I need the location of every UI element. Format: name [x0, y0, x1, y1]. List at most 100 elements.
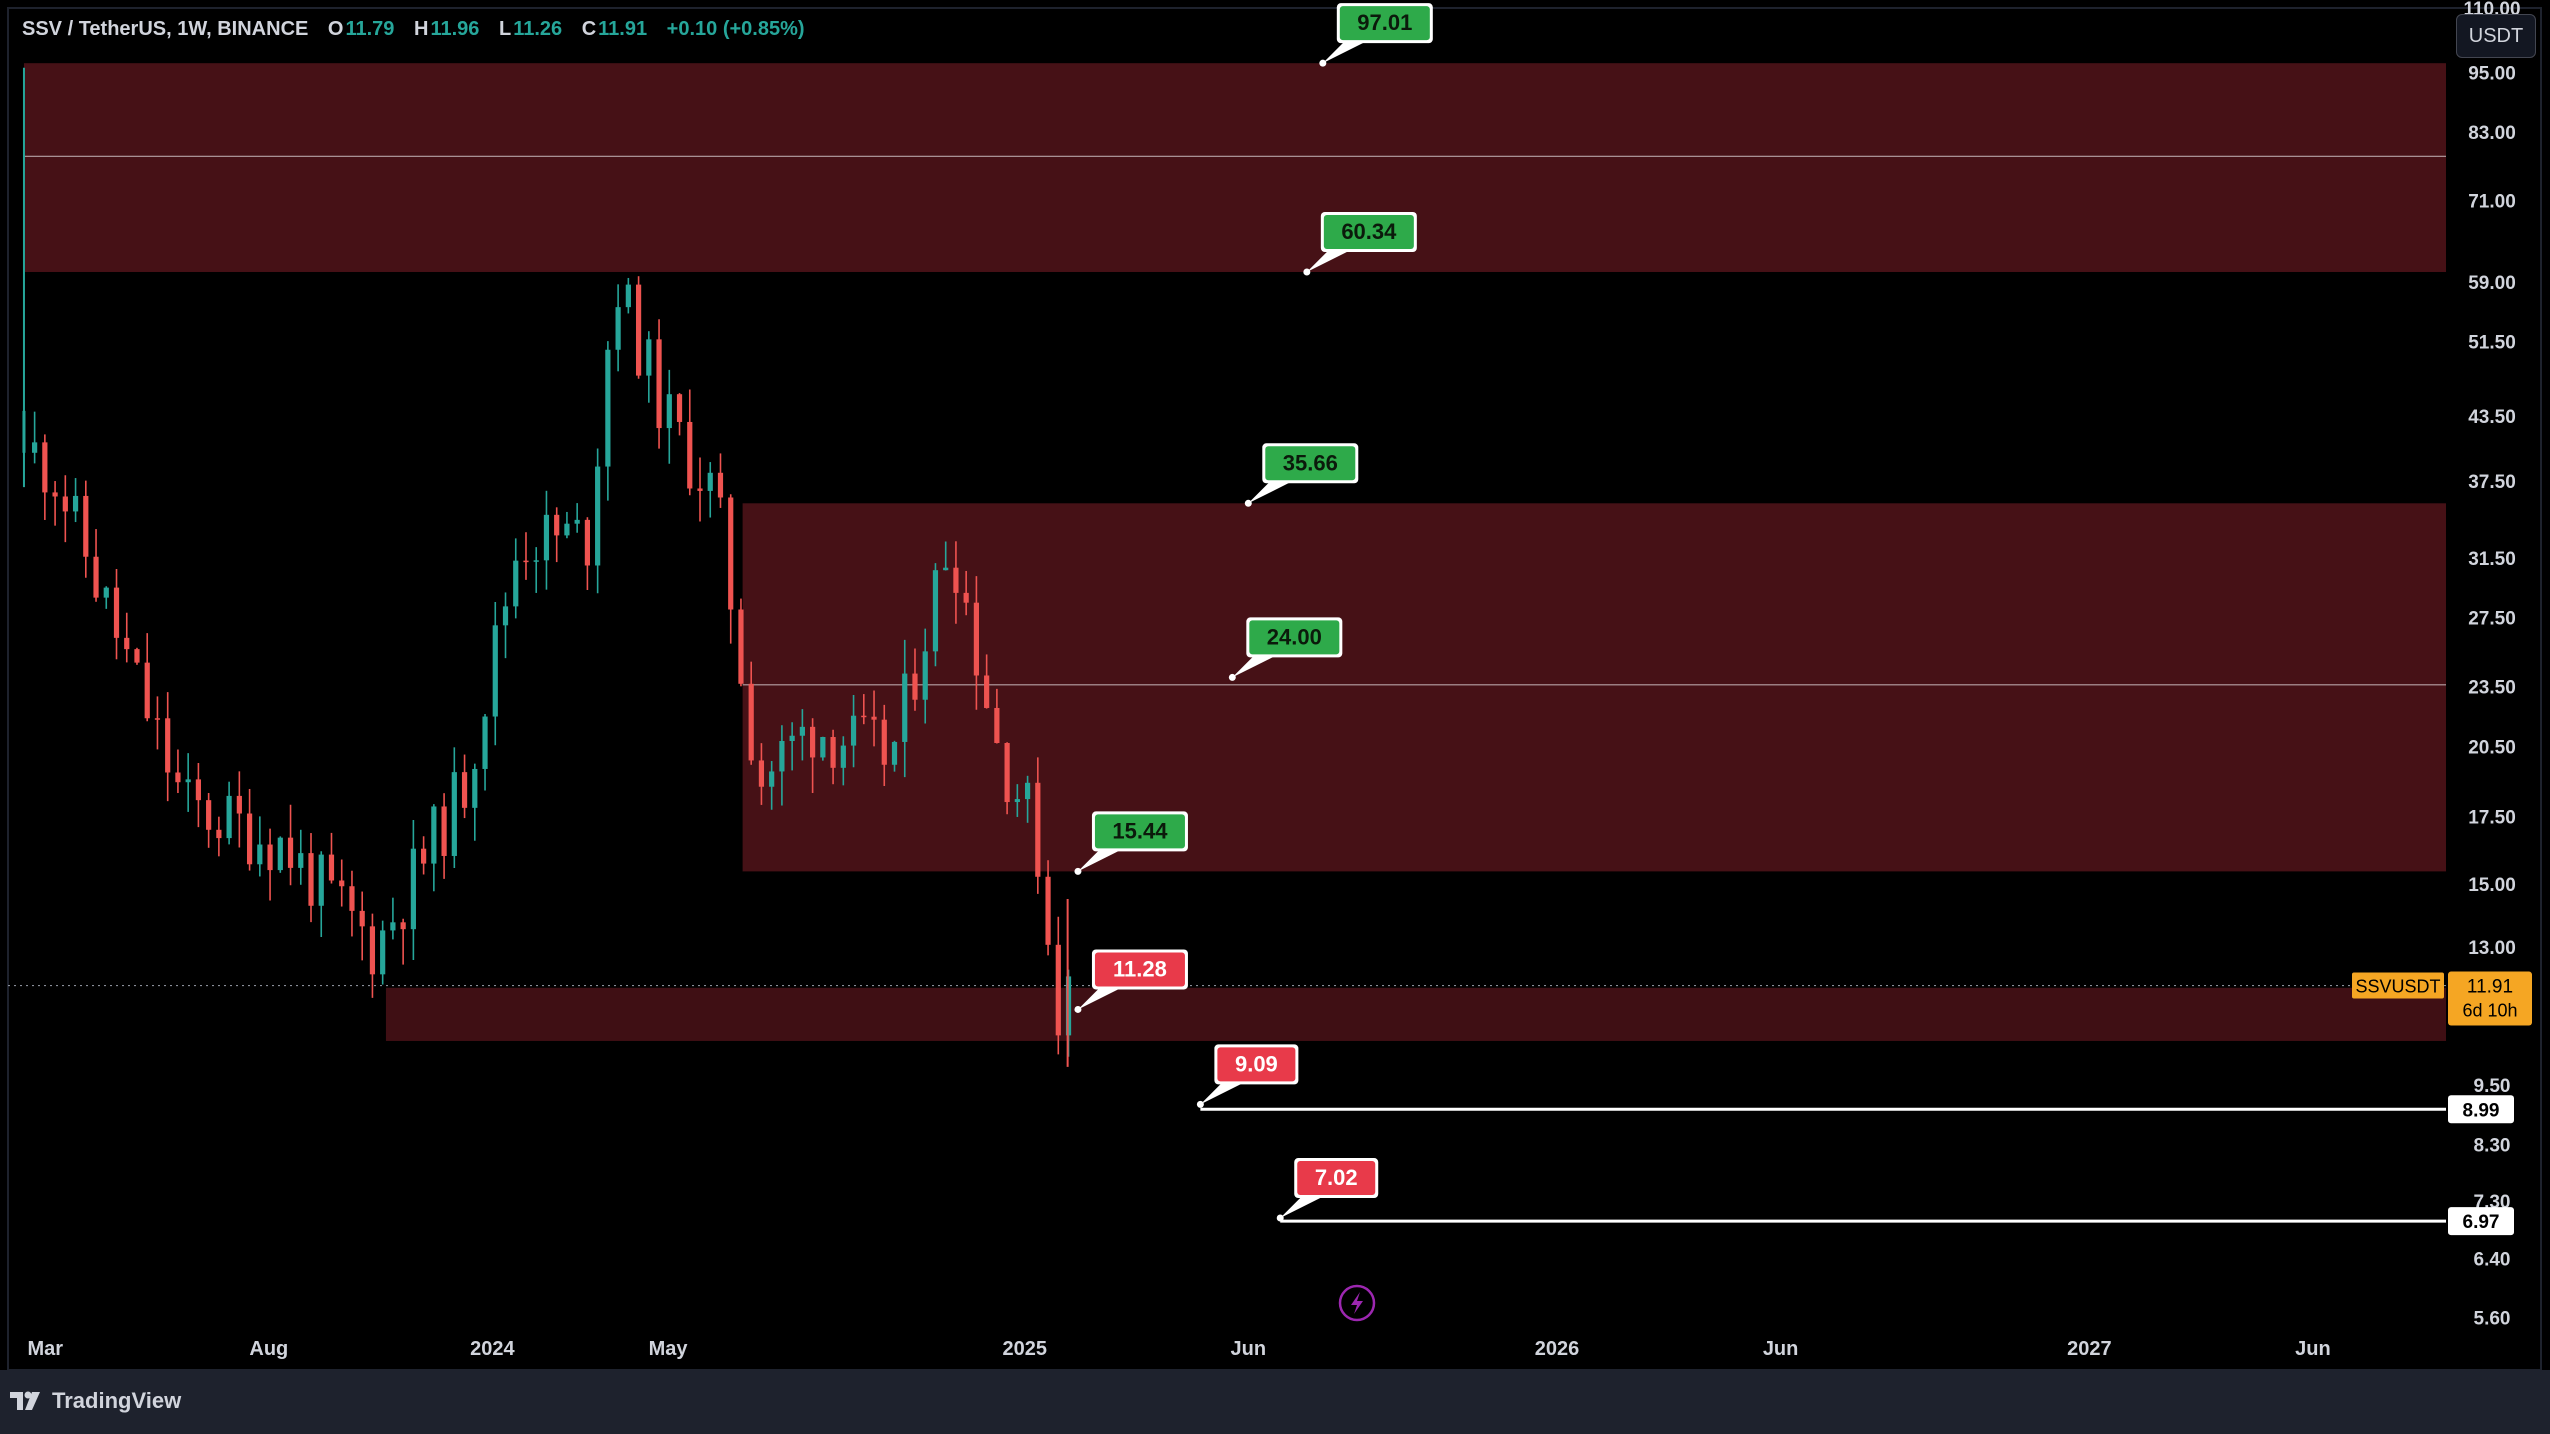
callout-pointer	[1322, 41, 1367, 64]
candle-body	[421, 848, 427, 864]
candle-body	[820, 737, 826, 758]
tradingview-logo-icon	[10, 1391, 40, 1410]
candle-body	[246, 813, 253, 865]
candle-body	[953, 567, 959, 593]
close-label: C	[581, 18, 597, 40]
candle-body	[799, 726, 805, 736]
open-value: 11.79	[345, 18, 395, 40]
candle-body	[891, 741, 898, 765]
callout-anchor	[1074, 867, 1082, 875]
x-tick-label: 2026	[1535, 1338, 1580, 1360]
x-tick-label: Jun	[1763, 1338, 1799, 1360]
candle-body	[595, 466, 601, 566]
candle-body	[1024, 782, 1031, 800]
callout-anchor	[1319, 59, 1327, 67]
price-chart[interactable]: 97.01 60.34 35.66 24.00 15.44 11.28 9.09 7.02 1…	[0, 0, 2550, 1370]
candle-body	[646, 339, 652, 376]
y-tick-label: 17.50	[2468, 807, 2516, 828]
candle-body	[22, 410, 26, 453]
candle-body	[410, 848, 416, 930]
candle-body	[543, 514, 550, 561]
candle-body	[523, 560, 529, 563]
candle-body	[912, 673, 918, 700]
candle-body	[728, 497, 734, 610]
y-tick-label: 51.50	[2468, 333, 2516, 354]
candle-body	[380, 930, 386, 975]
x-axis[interactable]: Mar Aug 2024 May 2025 Jun 2026 Jun 2027 Jun	[27, 1338, 2330, 1360]
candle-body	[175, 772, 181, 783]
candle-body	[502, 606, 509, 626]
y-tick-label: 15.00	[2468, 875, 2516, 896]
level-badge-label: 6.97	[2463, 1212, 2500, 1233]
candle-body	[62, 496, 68, 512]
candle-body	[1014, 799, 1020, 803]
callout-label: 60.34	[1341, 219, 1397, 244]
y-tick-label: 6.40	[2474, 1250, 2511, 1271]
candle-body	[666, 394, 672, 429]
candle-body	[472, 768, 478, 808]
callout-box	[1323, 214, 1414, 249]
y-tick-label: 71.00	[2468, 191, 2516, 212]
candle-body	[267, 844, 273, 871]
y-tick-label: 95.00	[2468, 63, 2516, 84]
candle-body	[134, 649, 140, 663]
candle-body	[298, 853, 304, 868]
candle-body	[492, 625, 498, 717]
candle-body	[308, 853, 314, 906]
candle-body	[963, 592, 969, 603]
low-value: 11.26	[513, 18, 563, 40]
candle-body	[52, 492, 58, 497]
low-label: L	[498, 18, 512, 40]
x-tick-label: Mar	[27, 1338, 63, 1360]
candle-body	[93, 556, 99, 598]
candle-body	[1055, 944, 1061, 1036]
candle-body	[318, 854, 324, 906]
y-tick-label: 13.00	[2468, 938, 2516, 959]
callout-pointer	[1077, 987, 1122, 1010]
candle-body	[932, 570, 939, 652]
candle-body	[840, 745, 846, 768]
open-label: O	[327, 18, 344, 40]
y-tick-label: 9.50	[2474, 1076, 2511, 1097]
price-badge-value: 11.91	[2467, 977, 2513, 998]
x-tick-label: Jun	[1231, 1338, 1267, 1360]
callout-box	[1339, 6, 1430, 41]
candle-body	[830, 737, 836, 768]
y-tick-label: 59.00	[2468, 273, 2516, 294]
candle-body	[625, 284, 631, 308]
callout-label: 9.09	[1235, 1051, 1278, 1076]
callout-box	[1094, 814, 1185, 849]
callout-pointer	[1248, 481, 1293, 504]
y-tick-label: 43.50	[2468, 407, 2516, 428]
callout-label: 11.28	[1113, 956, 1167, 981]
candle-body	[32, 442, 38, 453]
callout-anchor	[1303, 268, 1311, 276]
candle-body	[42, 442, 48, 493]
change-value: +0.10 (+0.85%)	[666, 18, 805, 40]
candle-body	[871, 716, 877, 720]
brand[interactable]: TradingView	[10, 1388, 181, 1414]
candle-body	[738, 609, 744, 684]
candle-body	[861, 715, 867, 718]
candle-body	[113, 587, 120, 638]
y-tick-label: 37.50	[2468, 472, 2516, 493]
candle-body	[574, 519, 580, 524]
x-tick-label: 2025	[1002, 1338, 1047, 1360]
levels-layer	[8, 984, 2446, 1223]
callout-pointer	[1306, 249, 1351, 272]
candle-body	[994, 707, 1000, 743]
symbol-badge-label: SSVUSDT	[2355, 977, 2440, 997]
candle-body	[584, 519, 591, 566]
currency-button[interactable]: USDT	[2456, 14, 2536, 58]
candle-body	[707, 472, 713, 491]
candle-body	[349, 886, 355, 911]
symbol-header[interactable]: SSV / TetherUS, 1W, BINANCE O 11.79 H 11.9…	[22, 18, 805, 41]
candle-body	[482, 716, 488, 769]
y-tick-label: 83.00	[2468, 123, 2516, 144]
y-axis[interactable]: 110.0095.0083.0071.0059.0051.5043.5037.5…	[2463, 0, 2520, 1329]
lightning-icon[interactable]	[1338, 1284, 1376, 1322]
candle-body	[441, 806, 447, 856]
level-badge	[2448, 1207, 2514, 1236]
price-badge	[2448, 971, 2532, 1026]
candle-body	[687, 421, 693, 489]
